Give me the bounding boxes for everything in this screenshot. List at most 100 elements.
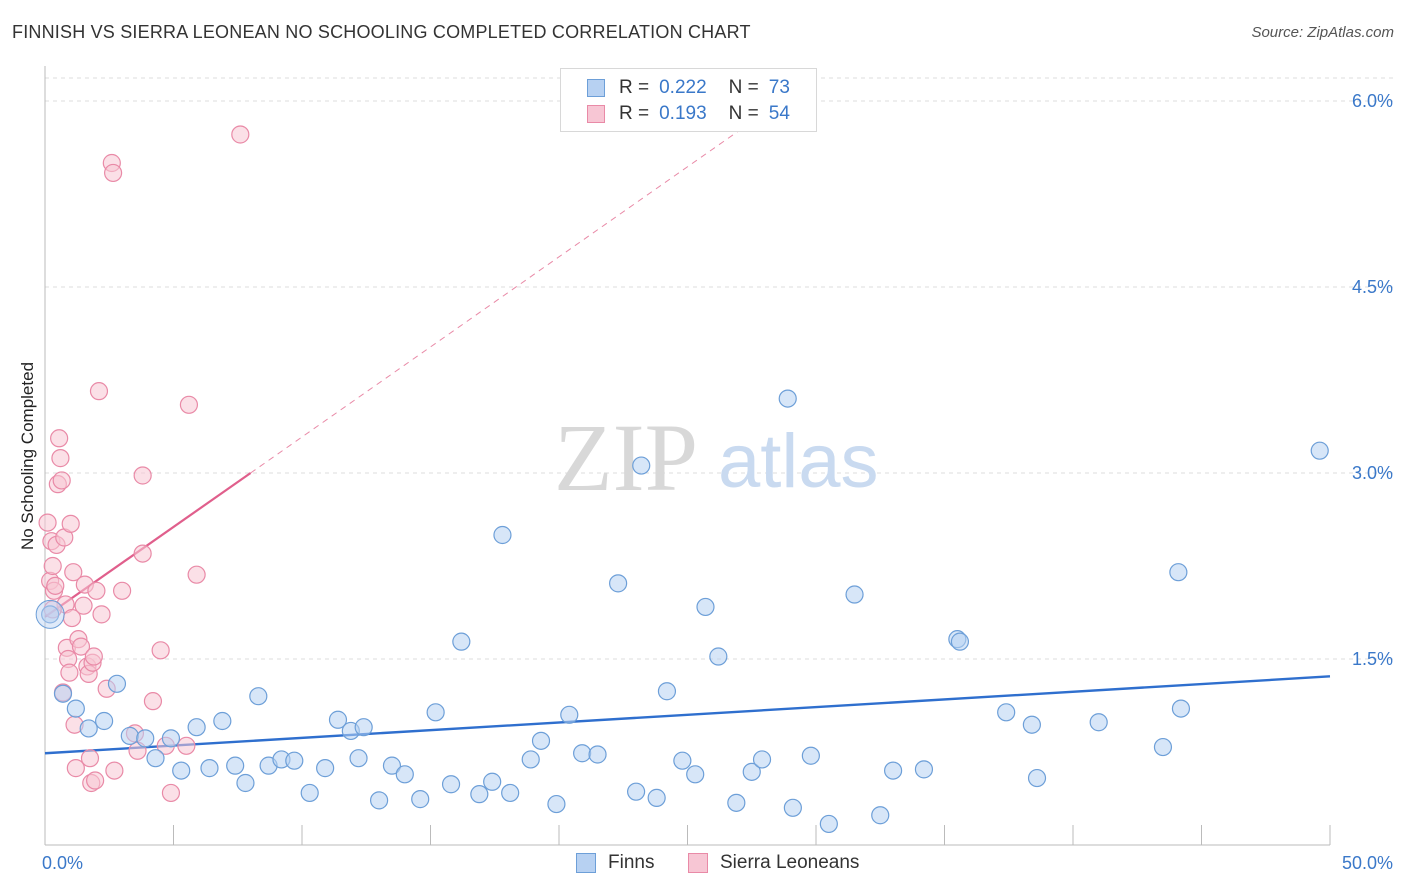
legend-item-sierra-leoneans[interactable]: Sierra Leoneans [688, 852, 859, 874]
finns-point [647, 788, 666, 807]
finns-swatch-icon [587, 79, 605, 97]
finns-point [328, 710, 348, 729]
legend-row-sierra-leoneans: R = 0.193 N = 54 [587, 102, 790, 126]
finns-point [441, 775, 461, 794]
sierra-leoneans-swatch-icon [688, 853, 708, 873]
finns-point [547, 794, 566, 814]
legend-item-finns[interactable]: Finns [576, 852, 654, 874]
sierra-leoneans-point [74, 596, 93, 615]
sierra-leoneans-point [112, 581, 132, 600]
y-tick-label: 4.5% [1352, 277, 1393, 297]
finns-point [349, 749, 368, 768]
finns-point [107, 674, 127, 693]
legend-r-label: R = [619, 77, 650, 98]
finns-point [778, 389, 797, 408]
sierra-leoneans-point [46, 576, 65, 595]
finns-point [742, 762, 761, 781]
sierra-leoneans-point [50, 429, 69, 448]
finns-point [626, 782, 646, 801]
finns-point [1089, 713, 1108, 732]
finns-point [53, 684, 73, 703]
finns-point [632, 456, 651, 475]
finns-point-cluster [35, 599, 65, 629]
y-tick-label: 1.5% [1352, 649, 1393, 669]
legend-finns-label: Finns [608, 852, 655, 873]
finns-point [426, 703, 445, 722]
finns-point [914, 760, 934, 779]
finns-point [560, 705, 579, 724]
source-label: Source: ZipAtlas.com [1251, 24, 1394, 41]
sierra-leoneans-point [86, 771, 105, 790]
finns-point [752, 750, 772, 769]
sierra-leoneans-point [177, 736, 196, 755]
y-tick-label: 6.0% [1352, 91, 1393, 111]
sierra-leoneans-trend-line [44, 472, 252, 618]
legend-n-value: 54 [768, 103, 790, 124]
chart-title: FINNISH VS SIERRA LEONEAN NO SCHOOLING C… [12, 22, 751, 42]
sierra-leoneans-point [105, 761, 124, 780]
finns-point [657, 682, 677, 701]
sierra-leoneans-point [151, 641, 170, 660]
finns-point [470, 785, 489, 804]
finns-point [95, 711, 114, 731]
y-tick-label: 3.0% [1352, 463, 1393, 483]
sierra-leoneans-trend-extension [250, 130, 740, 474]
sierra-leoneans-point [80, 749, 100, 768]
finns-point [588, 745, 607, 764]
data-points [35, 125, 1329, 834]
finns-point [285, 751, 304, 770]
finns-point [521, 750, 540, 769]
stats-legend: R = 0.222 N = 73 R = 0.193 N = 54 [560, 68, 817, 132]
sierra-leoneans-point [104, 163, 123, 183]
finns-point [1169, 563, 1188, 582]
sierra-leoneans-point [187, 565, 206, 584]
sierra-leoneans-point [51, 449, 70, 468]
finns-point [801, 746, 820, 765]
finns-point [249, 687, 268, 706]
finns-point [382, 756, 402, 775]
sierra-leoneans-point [71, 637, 91, 656]
axes [44, 66, 1331, 846]
sierra-leoneans-point [179, 395, 199, 414]
finns-point [783, 798, 802, 817]
finns-swatch-icon [576, 853, 596, 873]
sierra-leoneans-swatch-icon [587, 105, 605, 123]
legend-row-finns: R = 0.222 N = 73 [587, 76, 790, 100]
sierra-leoneans-point [143, 692, 163, 711]
sierra-leoneans-point [38, 513, 57, 532]
finns-point [673, 751, 692, 770]
gridlines [45, 77, 1395, 660]
sierra-leoneans-point [231, 125, 250, 144]
sierra-leoneans-point [92, 605, 111, 624]
finns-point [411, 790, 430, 809]
sierra-leoneans-point [161, 783, 181, 803]
finns-point [950, 632, 970, 651]
finns-point [871, 806, 890, 825]
finns-point [300, 783, 319, 803]
tick-labels: 1.5% 3.0% 4.5% 6.0% 0.0% 50.0% [42, 91, 1393, 873]
finns-point [609, 574, 628, 593]
finns-point [79, 719, 98, 738]
finns-point [1171, 699, 1191, 718]
finns-point [66, 699, 85, 718]
finns-point [161, 729, 181, 748]
finns-point [172, 761, 191, 780]
legend-n-value: 73 [768, 77, 790, 98]
finns-point [709, 647, 728, 666]
finns-point [1153, 737, 1173, 757]
sierra-leoneans-point [52, 471, 71, 490]
finns-point [370, 791, 389, 810]
finns-point [354, 718, 373, 737]
sierra-leoneans-point [84, 647, 103, 666]
finns-point [200, 759, 219, 778]
sierra-leoneans-point [61, 514, 80, 533]
finns-point [1027, 768, 1047, 788]
finns-point [819, 814, 838, 834]
sierra-leoneans-point [89, 382, 109, 401]
legend-r-label: R = [619, 103, 650, 124]
x-tick-label-min: 0.0% [42, 853, 83, 873]
finns-point [136, 729, 155, 748]
finns-point [395, 765, 414, 784]
finns-point [213, 711, 232, 731]
